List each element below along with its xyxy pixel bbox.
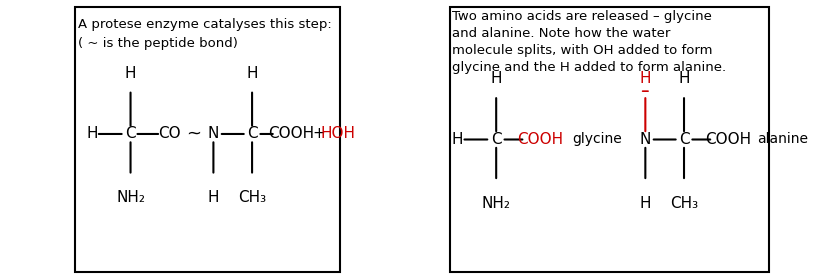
Text: C: C (679, 132, 690, 147)
Text: HOH: HOH (320, 126, 355, 141)
Text: H: H (640, 196, 651, 211)
Text: glycine: glycine (572, 133, 622, 146)
Text: H: H (451, 132, 463, 147)
Text: C: C (491, 132, 502, 147)
FancyBboxPatch shape (451, 7, 768, 272)
Text: N: N (640, 132, 651, 147)
Text: CH₃: CH₃ (670, 196, 698, 211)
Text: H: H (207, 190, 219, 205)
Text: A protese enzyme catalyses this step:: A protese enzyme catalyses this step: (78, 18, 332, 31)
Text: COOH: COOH (268, 126, 314, 141)
Text: N: N (207, 126, 219, 141)
Text: CO: CO (158, 126, 181, 141)
Text: CH₃: CH₃ (238, 190, 266, 205)
Text: H: H (491, 71, 502, 86)
Text: H: H (125, 66, 136, 81)
Text: H: H (678, 71, 690, 86)
Text: +: + (312, 126, 324, 141)
FancyBboxPatch shape (75, 7, 340, 272)
Text: ~: ~ (186, 125, 201, 143)
Text: NH₂: NH₂ (116, 190, 145, 205)
Text: H: H (640, 71, 651, 86)
Text: C: C (247, 126, 257, 141)
Text: Two amino acids are released – glycine
and alanine. Note how the water
molecule : Two amino acids are released – glycine a… (452, 10, 726, 74)
Text: ( ~ is the peptide bond): ( ~ is the peptide bond) (78, 37, 238, 50)
Text: COOH: COOH (705, 132, 752, 147)
Text: H: H (86, 126, 98, 141)
Text: alanine: alanine (757, 133, 808, 146)
Text: COOH: COOH (517, 132, 563, 147)
Text: NH₂: NH₂ (482, 196, 511, 211)
Text: C: C (125, 126, 136, 141)
Text: H: H (247, 66, 257, 81)
